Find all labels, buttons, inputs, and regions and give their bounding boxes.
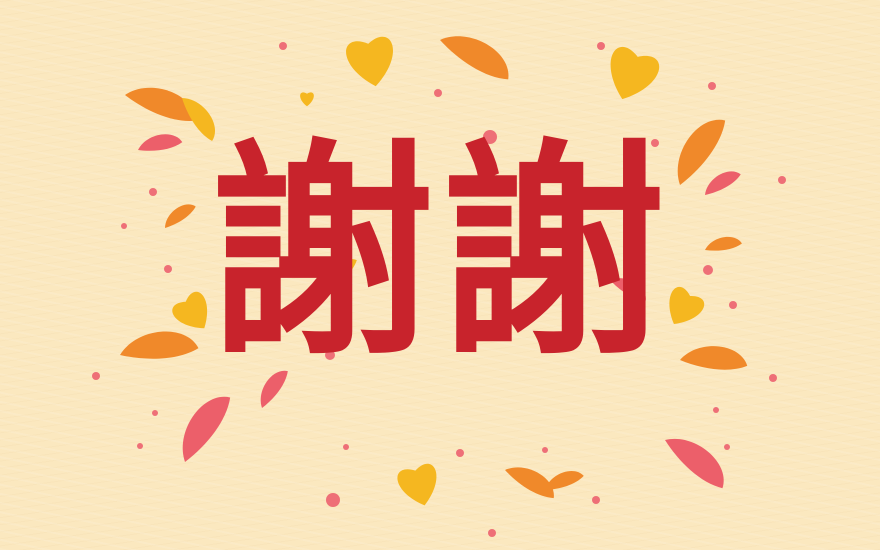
confetti-dot bbox=[325, 350, 335, 360]
petal-drop bbox=[324, 258, 357, 292]
confetti-dot bbox=[778, 176, 786, 184]
greeting-text: 謝謝 bbox=[209, 118, 671, 388]
confetti-dot bbox=[483, 130, 497, 144]
petal-drop bbox=[125, 87, 196, 121]
petal-drop bbox=[165, 204, 196, 228]
petal-drop bbox=[260, 370, 288, 408]
petal-drop bbox=[665, 438, 724, 489]
petal-heart bbox=[669, 286, 705, 325]
petal-drop bbox=[610, 278, 646, 301]
petal-drop bbox=[705, 236, 742, 251]
petal-drop bbox=[705, 171, 741, 195]
petal-drop bbox=[545, 471, 584, 490]
confetti-dot bbox=[149, 188, 157, 196]
confetti-dot bbox=[121, 223, 127, 229]
petal-drop bbox=[677, 119, 726, 185]
confetti-dot bbox=[592, 496, 600, 504]
confetti-dot bbox=[708, 82, 716, 90]
petal-heart bbox=[397, 463, 437, 506]
confetti-dot bbox=[542, 447, 548, 453]
petal-heart bbox=[300, 92, 314, 107]
confetti-dot bbox=[651, 139, 659, 147]
confetti-dot bbox=[164, 265, 172, 273]
confetti-dot bbox=[326, 493, 340, 507]
petal-drop bbox=[505, 467, 554, 499]
confetti-dot bbox=[456, 449, 464, 457]
petal-drop bbox=[120, 331, 199, 359]
confetti-dot bbox=[563, 302, 573, 312]
confetti-dot bbox=[92, 372, 100, 380]
confetti-dot bbox=[597, 42, 605, 50]
confetti-dot bbox=[729, 301, 737, 309]
confetti-dot bbox=[279, 42, 287, 50]
petal-drop bbox=[182, 396, 231, 462]
petal-drop bbox=[182, 98, 215, 142]
petal-heart bbox=[610, 46, 660, 100]
petal-heart bbox=[172, 291, 208, 329]
confetti-dot bbox=[724, 444, 730, 450]
confetti-dot bbox=[137, 443, 143, 449]
confetti-dot bbox=[769, 374, 777, 382]
confetti-dot bbox=[343, 444, 349, 450]
confetti-dot bbox=[434, 89, 442, 97]
petal-drop bbox=[440, 36, 509, 80]
petal-drop bbox=[138, 134, 183, 151]
petal-drop bbox=[680, 346, 748, 370]
confetti-dot bbox=[488, 529, 496, 537]
confetti-dot bbox=[713, 407, 719, 413]
petal-heart bbox=[346, 36, 393, 87]
confetti-dot bbox=[703, 265, 713, 275]
confetti-dot bbox=[152, 410, 158, 416]
